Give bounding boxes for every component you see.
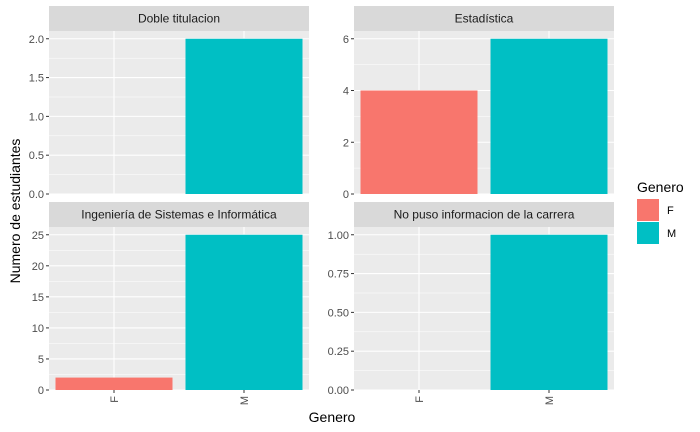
legend-title: Genero bbox=[637, 179, 684, 195]
legend-label-m: M bbox=[667, 228, 676, 240]
facet-strip-label: Estadística bbox=[455, 12, 514, 26]
y-tick-label: 0.75 bbox=[328, 269, 349, 281]
x-tick-label: F bbox=[109, 396, 121, 403]
x-tick-label: M bbox=[544, 396, 556, 405]
bar-m bbox=[185, 234, 303, 390]
y-tick-label: 0 bbox=[343, 189, 349, 201]
y-tick-label: 0.25 bbox=[328, 346, 349, 358]
y-axis-title: Numero de estudiantes bbox=[7, 139, 23, 284]
facet-strip bbox=[354, 6, 614, 31]
facet-strip-label: No puso informacion de la carrera bbox=[394, 208, 575, 222]
facet-panel: Doble titulacion 0.0 0.5 1.0 1.5 2.0 bbox=[29, 6, 309, 201]
y-tick-label: 1.5 bbox=[29, 73, 44, 85]
facet-strip bbox=[49, 202, 309, 227]
facet-panel: No puso informacion de la carrera 0.00 0.2… bbox=[328, 202, 614, 405]
y-tick-label: 4 bbox=[343, 86, 349, 98]
y-tick-label: 2.0 bbox=[29, 34, 44, 46]
y-tick-label: 2 bbox=[343, 137, 349, 149]
y-tick-label: 20 bbox=[32, 261, 44, 273]
x-tick-label: M bbox=[239, 396, 251, 405]
y-tick-label: 5 bbox=[38, 354, 44, 366]
legend-label-f: F bbox=[667, 205, 674, 217]
y-tick-label: 0 bbox=[38, 385, 44, 397]
bar-f bbox=[55, 377, 173, 390]
y-tick-label: 10 bbox=[32, 323, 44, 335]
facets: Doble titulacion 0.0 0.5 1.0 1.5 2.0 Estadísti… bbox=[29, 6, 614, 405]
y-tick-label: 1.00 bbox=[328, 230, 349, 242]
facet-strip bbox=[49, 6, 309, 31]
legend: Genero F M bbox=[637, 179, 684, 244]
y-tick-label: 0.0 bbox=[29, 189, 44, 201]
facet-strip-label: Ingeniería de Sistemas e Informática bbox=[81, 208, 277, 222]
facet-strip bbox=[354, 202, 614, 227]
y-tick-label: 0.5 bbox=[29, 150, 44, 162]
y-tick-label: 1.0 bbox=[29, 111, 44, 123]
facet-panel: Estadística 0 2 4 6 bbox=[343, 6, 614, 201]
y-tick-label: 0.00 bbox=[328, 385, 349, 397]
bar-m bbox=[490, 38, 608, 195]
bar-m bbox=[185, 38, 303, 195]
y-tick-label: 0.50 bbox=[328, 307, 349, 319]
y-tick-label: 6 bbox=[343, 34, 349, 46]
x-tick-label: F bbox=[414, 396, 426, 403]
facet-panel: Ingeniería de Sistemas e Informática 0 5 10… bbox=[32, 202, 309, 405]
facet-strip-label: Doble titulacion bbox=[138, 12, 220, 26]
y-tick-label: 15 bbox=[32, 292, 44, 304]
legend-key-m bbox=[637, 222, 659, 244]
legend-key-f bbox=[637, 199, 659, 221]
bar-f bbox=[360, 90, 478, 194]
x-axis-title: Genero bbox=[309, 409, 356, 425]
bar-m bbox=[490, 234, 608, 390]
y-tick-label: 25 bbox=[32, 230, 44, 242]
